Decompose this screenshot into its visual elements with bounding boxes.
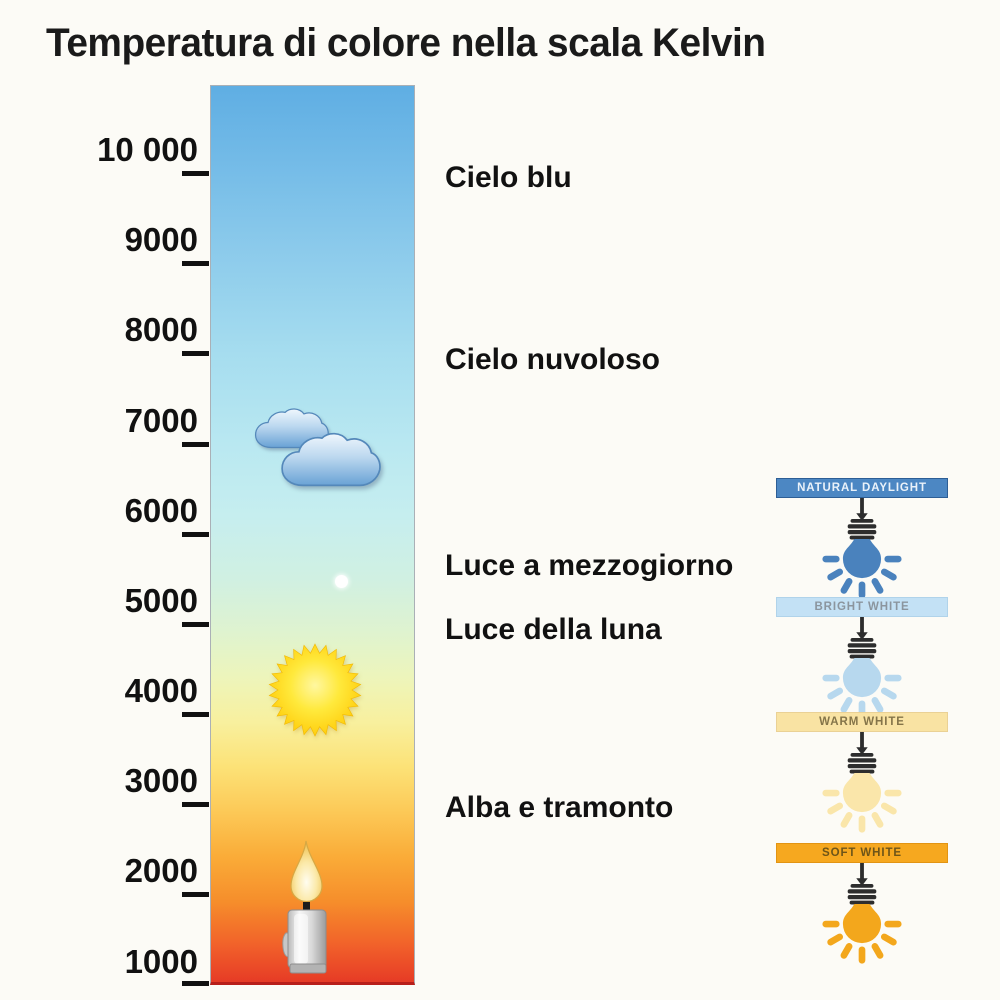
scale-tick <box>182 622 209 627</box>
scale-tick <box>182 802 209 807</box>
scale-label: 1000 <box>124 943 198 980</box>
scale-tick <box>182 712 209 717</box>
scale-label: 8000 <box>124 311 198 348</box>
scale-label: 7000 <box>124 402 198 439</box>
candle-icon <box>282 840 327 974</box>
bulb-banner-warm-white: WARM WHITE <box>776 712 948 732</box>
scale-label: 2000 <box>124 852 198 889</box>
sun-icon <box>268 643 362 737</box>
scale-label: 6000 <box>124 492 198 529</box>
clouds-icon <box>254 408 381 487</box>
scale-label: 9000 <box>124 221 198 258</box>
scale-label: 4000 <box>124 672 198 709</box>
scale-tick <box>182 442 209 447</box>
lightbulb-icon <box>807 498 917 601</box>
bulb-banner-soft-white: SOFT WHITE <box>776 843 948 863</box>
scale-tick <box>182 532 209 537</box>
lightbulb-icon <box>807 863 917 966</box>
scale-label: 3000 <box>124 762 198 799</box>
scale-tick <box>182 981 209 986</box>
moon-icon <box>335 575 348 588</box>
bulb-banner-bright-white: BRIGHT WHITE <box>776 597 948 617</box>
lightbulb-icon <box>807 617 917 720</box>
annotation-alba-tramonto: Alba e tramonto <box>445 791 674 824</box>
scale-tick <box>182 351 209 356</box>
annotation-luce-luna: Luce della luna <box>445 613 662 646</box>
scale-label: 10 000 <box>97 131 198 168</box>
kelvin-gradient-bar <box>210 85 415 985</box>
lightbulb-icon <box>807 732 917 835</box>
page-title: Temperatura di colore nella scala Kelvin <box>46 21 766 65</box>
bulb-banner-natural-daylight: NATURAL DAYLIGHT <box>776 478 948 498</box>
scale-tick <box>182 261 209 266</box>
scale-label: 5000 <box>124 582 198 619</box>
scale-tick <box>182 171 209 176</box>
scale-tick <box>182 892 209 897</box>
annotation-luce-mezzogiorno: Luce a mezzogiorno <box>445 549 734 582</box>
annotation-cielo-blu: Cielo blu <box>445 161 572 194</box>
annotation-cielo-nuvoloso: Cielo nuvoloso <box>445 343 661 376</box>
